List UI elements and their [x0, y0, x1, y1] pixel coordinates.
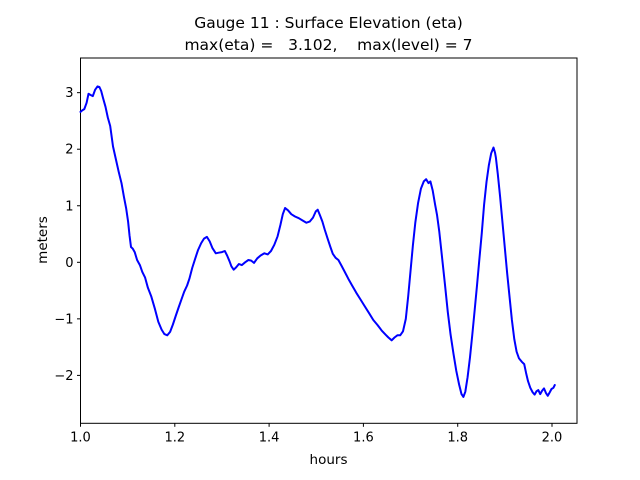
chart-title: Gauge 11 : Surface Elevation (eta) [194, 14, 463, 32]
x-axis-label: hours [309, 452, 348, 468]
x-tick-label: 2.0 [542, 430, 563, 445]
y-tick-label: 3 [65, 86, 73, 101]
y-tick-label: −1 [54, 312, 73, 327]
y-axis-ticks: −2 −1 0 1 2 3 [54, 86, 81, 384]
y-tick-label: 1 [65, 199, 73, 214]
y-tick-label: −2 [54, 369, 73, 384]
y-tick-label: 2 [65, 143, 73, 158]
eta-line [79, 85, 556, 398]
x-tick-label: 1.8 [447, 430, 468, 445]
axes-frame [80, 57, 578, 424]
chart-subtitle: max(eta) = 3.102, max(level) = 7 [184, 36, 473, 54]
x-tick-label: 1.2 [164, 430, 185, 445]
x-tick-label: 1.6 [353, 430, 374, 445]
x-tick-label: 1.4 [259, 430, 280, 445]
y-tick-label: 0 [65, 256, 73, 271]
x-axis-ticks: 1.0 1.2 1.4 1.6 1.8 2.0 [70, 423, 562, 445]
x-tick-label: 1.0 [70, 430, 91, 445]
